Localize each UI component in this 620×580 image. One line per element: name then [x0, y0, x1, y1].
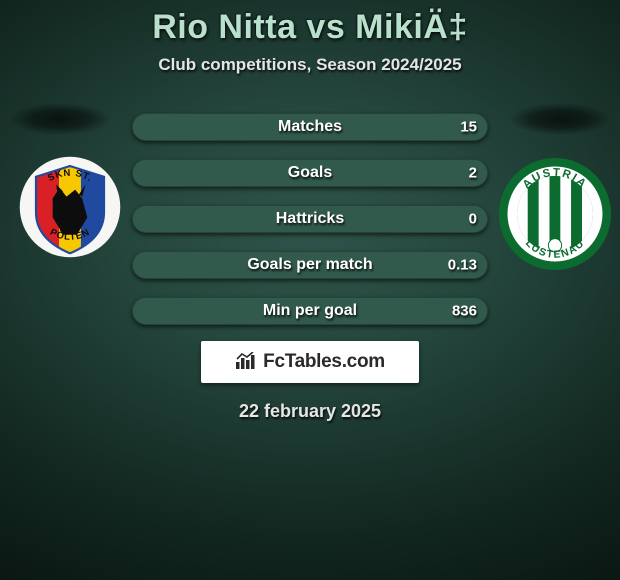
stat-fill-right — [133, 160, 487, 186]
stat-fill-right — [310, 206, 487, 232]
fctables-label: FcTables.com — [263, 351, 385, 373]
stat-row: Min per goal836 — [132, 297, 488, 325]
crest-right-svg: AUSTRIA LUSTENAU — [498, 157, 612, 271]
page-title: Rio Nitta vs MikiÄ‡ — [0, 8, 620, 47]
stat-bars: Matches15 Goals2 Hattricks0 Goals per match… — [132, 113, 488, 343]
stat-row: Goals per match0.13 — [132, 251, 488, 279]
fctables-chart-icon — [235, 352, 257, 373]
stat-row: Hattricks0 — [132, 205, 488, 233]
stat-fill-left — [133, 206, 310, 232]
stats-area: SKN ST. PÖLTEN — [0, 113, 620, 323]
club-crest-left: SKN ST. PÖLTEN — [18, 155, 122, 259]
season-subtitle: Club competitions, Season 2024/2025 — [0, 55, 620, 75]
snapshot-date: 22 february 2025 — [0, 401, 620, 422]
photo-shadow-right — [510, 103, 610, 135]
photo-shadow-left — [10, 103, 110, 135]
crest-left-svg: SKN ST. PÖLTEN — [18, 155, 122, 259]
stat-fill-right — [133, 252, 487, 278]
stat-fill-right — [133, 114, 487, 140]
stat-row: Goals2 — [132, 159, 488, 187]
stat-row: Matches15 — [132, 113, 488, 141]
comparison-card: Rio Nitta vs MikiÄ‡ Club competitions, S… — [0, 0, 620, 580]
club-crest-right: AUSTRIA LUSTENAU — [498, 157, 612, 271]
fctables-badge[interactable]: FcTables.com — [201, 341, 419, 383]
stat-fill-right — [133, 298, 487, 324]
